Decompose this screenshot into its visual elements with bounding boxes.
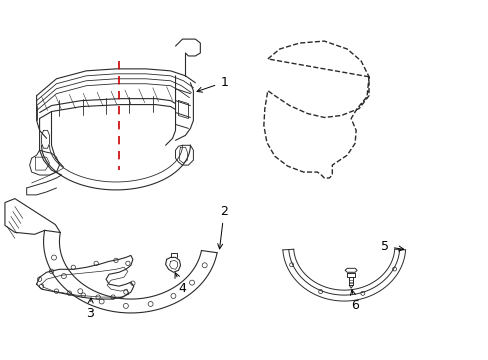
Text: 1: 1: [197, 76, 227, 92]
Text: 3: 3: [86, 298, 94, 320]
Text: 5: 5: [380, 240, 403, 253]
Text: 6: 6: [350, 290, 358, 312]
Text: 4: 4: [175, 273, 186, 295]
Text: 2: 2: [217, 205, 227, 249]
